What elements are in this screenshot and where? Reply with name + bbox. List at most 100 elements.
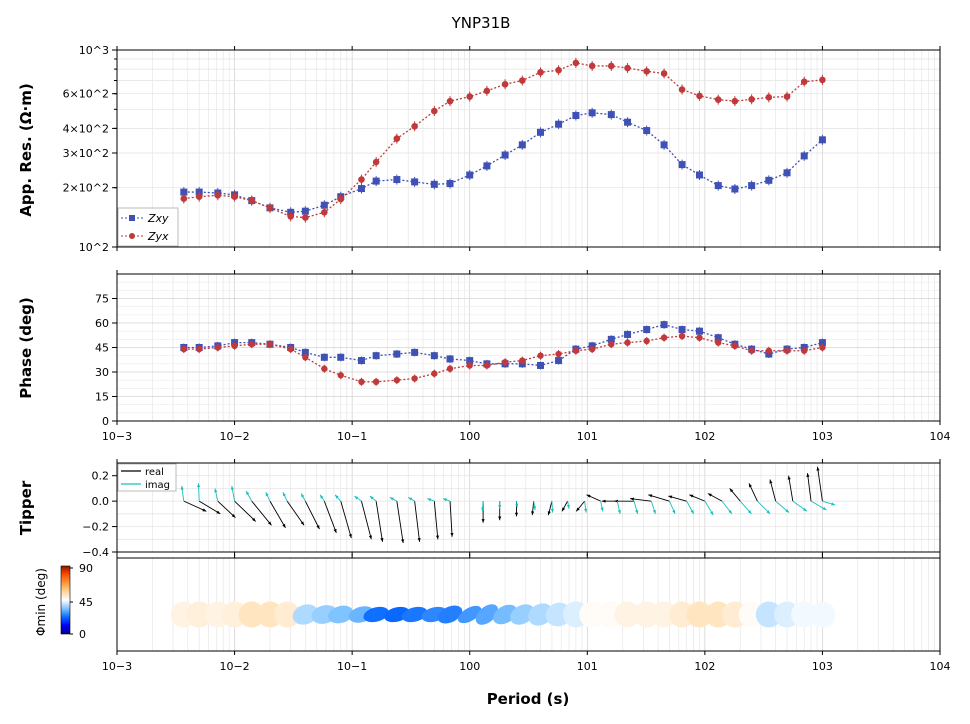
tipper-imag-arrow-head — [301, 493, 305, 498]
tipper-real-arrow — [375, 501, 383, 542]
data-point-Zxy — [588, 109, 596, 117]
data-point-Zyx — [783, 93, 791, 100]
resistivity-legend: Zxy Zyx — [117, 207, 179, 247]
tipper-imag-arrow-head — [747, 510, 752, 514]
tipper-real-arrow — [183, 500, 207, 512]
plot-frame — [116, 557, 941, 652]
tipper-real-arrow-head — [547, 511, 551, 516]
y-tick-label: 75 — [95, 293, 109, 306]
tipper-real-arrow-head — [380, 537, 384, 542]
y-tick-label: 0.2 — [92, 470, 110, 483]
x-axis-label: Period (s) — [487, 690, 570, 708]
data-point-Zyx — [501, 80, 509, 88]
data-point-Zxy — [393, 350, 401, 358]
legend-label: imag — [145, 480, 170, 491]
data-point-Zxy — [483, 162, 491, 170]
data-point-Zxy — [536, 128, 544, 136]
x-tick-label: 100 — [459, 430, 480, 443]
data-point-Zyx — [431, 370, 438, 377]
phase-tensor-ellipse — [274, 601, 301, 628]
data-point-Zyx — [800, 78, 808, 86]
figure-title: YNP31B — [451, 14, 511, 32]
data-point-Zyx — [696, 92, 703, 100]
y-tick-label: 10^2 — [79, 241, 109, 254]
tipper-real-arrow — [433, 501, 439, 540]
data-point-Zxy — [643, 326, 651, 334]
data-point-Zyx — [819, 76, 826, 84]
data-point-Zyx — [372, 378, 380, 385]
tipper-real-arrow-head — [531, 511, 535, 516]
phase-tensor-ylabel: Φmin (deg) — [34, 568, 48, 636]
tipper-real-arrow-head — [216, 510, 221, 514]
y-tick-label: 0.0 — [92, 495, 110, 508]
data-point-Zxy — [660, 321, 668, 329]
data-point-Zyx — [358, 378, 365, 385]
data-point-Zyx — [519, 357, 526, 364]
y-tick-label: 6×10^2 — [63, 88, 109, 101]
data-point-Zyx — [180, 195, 188, 202]
legend-marker — [129, 233, 135, 239]
y-tick-label: 3×10^2 — [63, 147, 109, 160]
resistivity-ylabel: App. Res. (Ω·m) — [17, 83, 35, 216]
tipper-real-arrow-head — [806, 473, 810, 478]
tipper-real-arrow — [396, 501, 404, 544]
data-point-Zyx — [483, 87, 491, 95]
phase-tensor-ellipse — [475, 604, 499, 625]
data-point-Zxy — [572, 112, 580, 120]
y-tick-label: −0.2 — [82, 521, 109, 534]
data-point-Zyx — [393, 135, 401, 142]
tipper-real-arrow-head — [787, 475, 791, 480]
tipper-real-arrow — [361, 501, 372, 540]
data-point-Zxy — [301, 348, 309, 356]
tipper-real-arrow — [323, 500, 337, 534]
data-point-Zyx — [537, 352, 544, 359]
data-point-Zyx — [466, 362, 473, 369]
tipper-imag-arrow-head — [566, 504, 570, 509]
data-point-Zxy — [411, 178, 419, 186]
series-line-Zyx — [183, 335, 823, 383]
x-tick-label: 100 — [459, 660, 480, 673]
tipper-imag-arrow-head — [197, 483, 201, 488]
data-point-Zyx — [195, 193, 203, 201]
data-point-Zyx — [287, 345, 294, 353]
phase-tensor-ellipse — [686, 601, 713, 628]
data-point-Zyx — [411, 375, 418, 382]
tipper-real-arrow-head — [498, 516, 502, 521]
tipper-real-arrow-head — [648, 494, 653, 498]
x-tick-label: 10−1 — [337, 430, 367, 443]
series-line-Zxy — [183, 323, 823, 367]
colorbar-tick-label: 0 — [79, 628, 86, 641]
tipper-imag-arrow-head — [515, 503, 519, 508]
tipper-real-arrow — [807, 473, 812, 502]
tipper-imag-arrow-head — [600, 507, 604, 512]
tipper-real-arrow-head — [561, 507, 566, 512]
data-point-Zxy — [357, 185, 365, 193]
tipper-panel: −0.4 −0.2 0.0 0.2 real imag — [82, 459, 941, 559]
tipper-real-arrow-head — [729, 488, 734, 493]
data-point-Zxy — [678, 161, 686, 169]
y-tick-label: 45 — [95, 342, 109, 355]
tipper-legend: real imag — [117, 463, 177, 492]
tipper-real-arrow — [286, 500, 305, 526]
data-point-Zxy — [818, 339, 826, 347]
data-point-Zyx — [248, 197, 256, 204]
x-tick-label: 102 — [694, 430, 715, 443]
y-tick-label: 30 — [95, 366, 109, 379]
phase-tensor-ellipse — [238, 601, 265, 628]
legend-box — [117, 463, 177, 492]
data-point-Zyx — [231, 342, 238, 350]
legend-marker — [129, 215, 135, 221]
tipper-imag-arrow-head — [803, 507, 807, 512]
y-tick-label: 4×10^2 — [63, 122, 109, 135]
tipper-imag-arrow-head — [785, 509, 790, 513]
tipper-real-arrow-head — [769, 479, 773, 484]
data-point-Zyx — [466, 93, 474, 100]
tipper-imag-arrow-head — [635, 509, 639, 514]
tipper-real-arrow-head — [202, 508, 207, 512]
data-point-Zyx — [393, 376, 401, 384]
data-point-Zyx — [446, 97, 454, 105]
tipper-real-arrow-head — [300, 521, 305, 526]
tipper-imag-arrow-head — [320, 494, 324, 499]
tipper-imag-arrow-head — [550, 508, 554, 513]
data-point-Zyx — [678, 332, 686, 340]
